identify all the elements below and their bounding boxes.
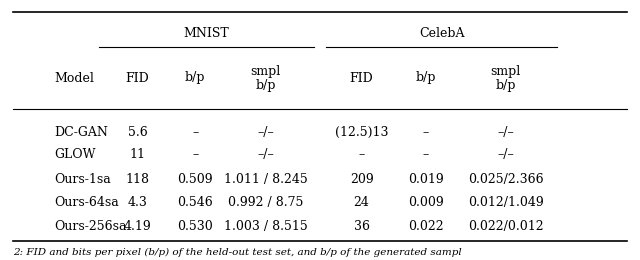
Text: 118: 118 xyxy=(125,173,150,186)
Text: –: – xyxy=(358,148,365,161)
Text: 0.509: 0.509 xyxy=(177,173,213,186)
Text: 1.003 / 8.515: 1.003 / 8.515 xyxy=(224,220,307,233)
Text: –/–: –/– xyxy=(497,148,514,161)
Text: Model: Model xyxy=(54,72,94,84)
Text: 0.022/0.012: 0.022/0.012 xyxy=(468,220,543,233)
Text: DC-GAN: DC-GAN xyxy=(54,126,108,139)
Text: 0.019: 0.019 xyxy=(408,173,444,186)
Text: –/–: –/– xyxy=(257,148,274,161)
Text: smpl
b/p: smpl b/p xyxy=(250,64,281,92)
Text: 0.992 / 8.75: 0.992 / 8.75 xyxy=(228,196,303,209)
Text: FID: FID xyxy=(349,72,374,84)
Text: b/p: b/p xyxy=(415,72,436,84)
Text: 4.3: 4.3 xyxy=(127,196,148,209)
Text: GLOW: GLOW xyxy=(54,148,96,161)
Text: FID: FID xyxy=(125,72,150,84)
Text: 2: FID and bits per pixel (b/p) of the held-out test set, and b/p of the generat: 2: FID and bits per pixel (b/p) of the h… xyxy=(13,248,461,257)
Text: 0.025/2.366: 0.025/2.366 xyxy=(468,173,543,186)
Text: 0.546: 0.546 xyxy=(177,196,213,209)
Text: 0.009: 0.009 xyxy=(408,196,444,209)
Text: 0.530: 0.530 xyxy=(177,220,213,233)
Text: 36: 36 xyxy=(353,220,370,233)
Text: –: – xyxy=(422,126,429,139)
Text: –: – xyxy=(422,148,429,161)
Text: Ours-64sa: Ours-64sa xyxy=(54,196,119,209)
Text: 1.011 / 8.245: 1.011 / 8.245 xyxy=(224,173,307,186)
Text: 5.6: 5.6 xyxy=(128,126,147,139)
Text: 0.012/1.049: 0.012/1.049 xyxy=(468,196,543,209)
Text: 0.022: 0.022 xyxy=(408,220,444,233)
Text: –/–: –/– xyxy=(497,126,514,139)
Text: CelebA: CelebA xyxy=(419,27,465,40)
Text: b/p: b/p xyxy=(185,72,205,84)
Text: –/–: –/– xyxy=(257,126,274,139)
Text: 209: 209 xyxy=(349,173,374,186)
Text: 11: 11 xyxy=(129,148,146,161)
Text: (12.5)13: (12.5)13 xyxy=(335,126,388,139)
Text: Ours-256sa: Ours-256sa xyxy=(54,220,127,233)
Text: 24: 24 xyxy=(354,196,369,209)
Text: Ours-1sa: Ours-1sa xyxy=(54,173,111,186)
Text: MNIST: MNIST xyxy=(183,27,229,40)
Text: –: – xyxy=(192,126,198,139)
Text: smpl
b/p: smpl b/p xyxy=(490,64,521,92)
Text: –: – xyxy=(192,148,198,161)
Text: 4.19: 4.19 xyxy=(124,220,152,233)
